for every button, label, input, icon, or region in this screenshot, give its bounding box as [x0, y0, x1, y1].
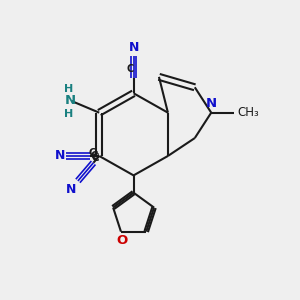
Text: C: C: [91, 153, 99, 163]
Text: N: N: [66, 183, 76, 196]
Text: H: H: [64, 110, 74, 119]
Text: O: O: [117, 234, 128, 247]
Text: N: N: [65, 94, 76, 107]
Text: C: C: [126, 64, 134, 74]
Text: N: N: [128, 40, 139, 53]
Text: N: N: [206, 97, 217, 110]
Text: H: H: [64, 84, 74, 94]
Text: C: C: [90, 151, 98, 161]
Text: N: N: [55, 149, 65, 163]
Text: C: C: [89, 148, 97, 158]
Text: CH₃: CH₃: [237, 106, 259, 119]
